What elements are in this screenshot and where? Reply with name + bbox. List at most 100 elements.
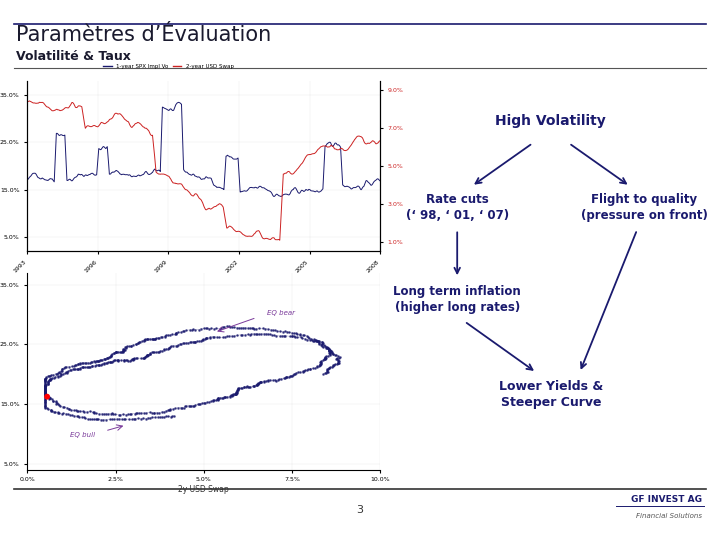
Point (126, 355, 138, 364)
Point (136, 336, 148, 345)
Text: Flight to quality
(pressure on front): Flight to quality (pressure on front) (581, 193, 708, 222)
Point (53, 368, 65, 377)
Point (200, 334, 212, 342)
Point (215, 323, 227, 332)
Point (179, 402, 191, 410)
Point (221, 332, 233, 341)
Point (61, 368, 73, 376)
Point (118, 356, 130, 364)
Point (120, 410, 132, 419)
Point (226, 392, 238, 400)
Point (316, 340, 328, 349)
Point (77, 363, 89, 372)
Point (113, 415, 125, 423)
Point (39, 385, 50, 394)
Point (73, 407, 84, 416)
Point (138, 353, 150, 362)
Point (84, 407, 96, 415)
Point (232, 387, 243, 396)
Point (118, 356, 130, 365)
Point (47, 374, 58, 383)
Point (71, 360, 82, 369)
Point (270, 375, 282, 384)
Point (80, 358, 91, 367)
Point (323, 364, 334, 373)
Point (130, 409, 142, 417)
Point (322, 344, 333, 353)
Point (331, 360, 343, 368)
Point (86, 415, 98, 424)
Point (39, 390, 50, 399)
Point (106, 352, 117, 360)
Point (105, 350, 117, 359)
Point (176, 403, 187, 412)
Point (156, 408, 168, 416)
Point (67, 365, 78, 374)
Point (294, 368, 306, 376)
Point (98, 410, 109, 418)
Point (212, 395, 223, 403)
Point (258, 377, 270, 386)
Point (312, 336, 323, 345)
Point (66, 362, 78, 370)
Point (224, 322, 235, 331)
Point (45, 375, 56, 383)
Point (100, 359, 112, 367)
Point (279, 327, 291, 336)
Point (202, 398, 213, 407)
Point (58, 363, 70, 372)
Point (251, 325, 262, 333)
Point (45, 374, 57, 383)
Point (152, 334, 163, 342)
Point (192, 400, 204, 409)
Point (299, 367, 310, 375)
Point (319, 342, 330, 350)
Point (115, 347, 127, 356)
Point (132, 409, 143, 417)
Point (333, 353, 344, 362)
Point (160, 407, 171, 415)
Point (252, 379, 264, 388)
Point (43, 376, 55, 384)
Point (41, 393, 53, 401)
Point (63, 362, 75, 371)
Point (86, 361, 98, 370)
Point (76, 363, 87, 372)
Point (84, 359, 96, 367)
Point (230, 389, 242, 397)
Point (39, 387, 50, 396)
Point (58, 402, 70, 411)
Point (294, 330, 306, 339)
Point (209, 333, 220, 341)
Point (53, 401, 65, 409)
Point (104, 353, 115, 361)
Point (124, 410, 135, 418)
Point (147, 335, 158, 343)
Point (314, 336, 325, 345)
Point (259, 324, 271, 333)
Point (130, 340, 142, 348)
Point (53, 400, 64, 408)
Point (119, 356, 130, 364)
Point (56, 409, 68, 418)
Point (219, 393, 230, 402)
Point (39, 388, 50, 396)
Point (127, 341, 138, 349)
Point (223, 322, 235, 330)
Point (138, 336, 150, 345)
Point (39, 389, 50, 397)
Point (312, 362, 323, 370)
Point (39, 402, 50, 410)
Point (238, 323, 249, 332)
Point (99, 359, 110, 368)
Point (45, 406, 56, 414)
Point (61, 403, 73, 412)
Point (220, 393, 231, 402)
Point (75, 364, 86, 373)
Point (86, 357, 97, 366)
Point (52, 369, 63, 378)
Point (145, 349, 156, 358)
Point (182, 339, 194, 347)
Point (166, 412, 178, 421)
Point (284, 332, 296, 341)
